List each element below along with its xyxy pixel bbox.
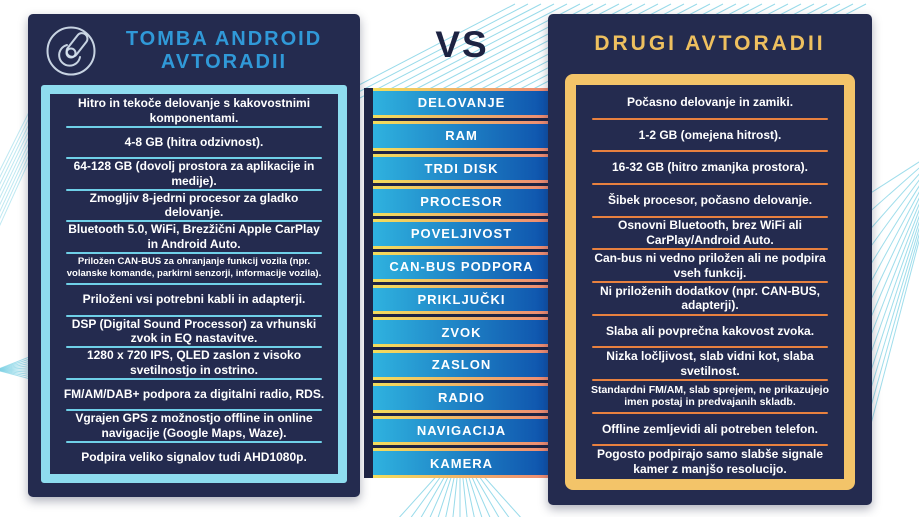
category-button-stack: DELOVANJE RAM TRDI DISK PROCESOR POVELJIVOST… xyxy=(364,88,552,478)
row-separator xyxy=(66,220,322,222)
row-separator xyxy=(592,411,828,414)
tomba-panel-title: TOMBA ANDROID AVTORADII xyxy=(98,28,350,74)
feature-row: Nizka ločljivost, slab vidni kot, slaba … xyxy=(606,349,814,378)
tomba-feature-list: Hitro in tekoče delovanje s kakovostnimi… xyxy=(50,94,338,474)
row-separator xyxy=(592,346,828,349)
other-radios-panel: DRUGI AVTORADII Počasno delovanje in zam… xyxy=(548,14,872,505)
feature-row: Vgrajen GPS z možnostjo offline in onlin… xyxy=(75,411,313,440)
row-separator xyxy=(592,248,828,251)
feature-row: Pogosto podpirajo samo slabše signale ka… xyxy=(596,447,824,476)
vs-label: VS xyxy=(435,24,489,65)
feature-row: Počasno delovanje in zamiki. xyxy=(626,95,794,110)
category-button-poveljivost: POVELJIVOST xyxy=(373,219,550,249)
category-button-kamera: KAMERA xyxy=(373,448,550,478)
feature-row: Priloženi vsi potrebni kabli in adapterj… xyxy=(82,292,306,307)
feature-row: 16-32 GB (hitro zmanjka prostora). xyxy=(611,160,809,175)
tomba-logo-icon xyxy=(46,26,96,76)
other-radios-feature-box: Počasno delovanje in zamiki. 1-2 GB (omej… xyxy=(565,74,855,490)
row-separator xyxy=(66,346,322,348)
row-separator xyxy=(66,409,322,411)
feature-row: Ni priloženih dodatkov (npr. CAN-BUS, ad… xyxy=(599,283,820,313)
other-radios-panel-title: DRUGI AVTORADII xyxy=(594,32,826,55)
feature-row: 1-2 GB (omejena hitrost). xyxy=(638,127,782,142)
tomba-title-line2: AVTORADII xyxy=(160,51,288,73)
feature-row: Osnovni Bluetooth, brez WiFi ali CarPlay… xyxy=(618,218,802,248)
feature-row: 4-8 GB (hitra odzivnost). xyxy=(124,134,264,149)
row-separator xyxy=(66,125,322,128)
row-separator xyxy=(66,283,322,285)
tomba-title-line1: TOMBA ANDROID xyxy=(125,28,323,50)
feature-row: Zmogljiv 8-jedrni procesor za gladko del… xyxy=(89,190,299,220)
feature-row: DSP (Digital Sound Processor) za vrhunsk… xyxy=(71,316,317,346)
category-button-navigacija: NAVIGACIJA xyxy=(373,415,550,446)
category-button-trdi-disk: TRDI DISK xyxy=(373,153,550,184)
feature-row: Šibek procesor, počasno delovanje. xyxy=(607,193,813,208)
feature-row: Can-bus ni vedno priložen ali ne podpira… xyxy=(594,251,826,280)
row-separator xyxy=(592,444,828,447)
row-separator xyxy=(66,188,322,191)
row-separator xyxy=(66,314,322,317)
row-separator xyxy=(592,150,828,153)
row-separator xyxy=(592,313,828,316)
feature-row: Slaba ali povprečna kakovost zvoka. xyxy=(605,323,815,338)
row-separator xyxy=(66,440,322,443)
category-button-can-bus-podpora: CAN-BUS PODPORA xyxy=(373,251,550,282)
row-separator xyxy=(66,251,322,254)
feature-row: Podpira veliko signalov tudi AHD1080p. xyxy=(81,449,307,464)
feature-row: FM/AM/DAB+ podpora za digitalni radio, R… xyxy=(63,386,325,401)
feature-row: 64-128 GB (dovolj prostora za aplikacije… xyxy=(73,159,315,188)
row-separator xyxy=(66,377,322,380)
feature-row: Bluetooth 5.0, WiFi, Brezžični Apple Car… xyxy=(68,222,320,251)
category-button-zaslon: ZASLON xyxy=(373,350,550,380)
category-button-zvok: ZVOK xyxy=(373,317,550,347)
category-button-ram: RAM xyxy=(373,120,550,151)
category-button-procesor: PROCESOR xyxy=(373,186,550,216)
row-separator xyxy=(592,215,828,218)
row-separator xyxy=(592,117,828,120)
feature-row: Hitro in tekoče delovanje s kakovostnimi… xyxy=(77,96,311,125)
row-separator xyxy=(592,281,828,284)
tomba-feature-box: Hitro in tekoče delovanje s kakovostnimi… xyxy=(41,85,347,483)
tomba-panel: TOMBA ANDROID AVTORADII Hitro in tekoče … xyxy=(28,14,360,497)
feature-row: Offline zemljevidi ali potreben telefon. xyxy=(601,421,819,436)
category-button-radio: RADIO xyxy=(373,382,550,413)
category-button-delovanje: DELOVANJE xyxy=(373,88,550,118)
feature-row: 1280 x 720 IPS, QLED zaslon z visoko sve… xyxy=(86,348,302,377)
category-button-prikljucki: PRIKLJUČKI xyxy=(373,284,550,315)
feature-row: Standardni FM/AM, slab sprejem, ne prika… xyxy=(590,383,830,409)
row-separator xyxy=(592,379,828,382)
tomba-panel-header: TOMBA ANDROID AVTORADII xyxy=(36,20,350,82)
row-separator xyxy=(66,157,322,159)
other-radios-feature-list: Počasno delovanje in zamiki. 1-2 GB (omej… xyxy=(576,85,844,479)
feature-row: Priložen CAN-BUS za ohranjanje funkcij v… xyxy=(66,256,322,280)
row-separator xyxy=(592,183,828,186)
